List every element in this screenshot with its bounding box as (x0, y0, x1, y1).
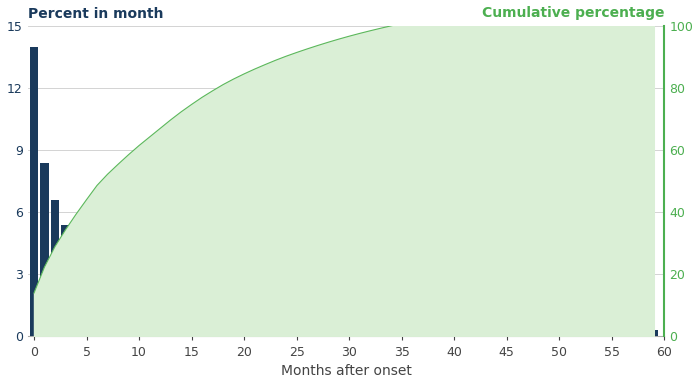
Bar (302, 313, 312, 336)
Bar (197, 289, 206, 336)
Bar (113, 270, 122, 336)
Bar (271, 308, 280, 336)
Bar (103, 262, 112, 336)
Bar (386, 320, 395, 336)
Bar (555, 328, 564, 336)
Bar (471, 325, 480, 336)
Bar (260, 306, 270, 336)
Bar (513, 326, 522, 336)
Bar (365, 319, 375, 336)
Bar (566, 329, 574, 336)
Bar (492, 326, 500, 336)
Bar (355, 318, 364, 336)
Bar (40, 163, 49, 336)
Bar (449, 324, 459, 336)
Bar (92, 241, 102, 336)
Bar (428, 323, 438, 336)
Bar (334, 316, 343, 336)
X-axis label: Months after onset: Months after onset (281, 364, 412, 378)
Bar (418, 322, 427, 336)
Bar (534, 327, 542, 336)
Bar (524, 327, 532, 336)
Bar (29, 47, 38, 336)
Bar (597, 329, 606, 336)
Bar (155, 280, 164, 336)
Bar (229, 299, 238, 336)
Bar (639, 330, 648, 336)
Bar (187, 287, 196, 336)
Bar (176, 283, 186, 336)
Bar (376, 320, 385, 336)
Bar (61, 225, 70, 336)
Bar (208, 293, 217, 336)
Bar (124, 272, 133, 336)
Bar (608, 330, 616, 336)
Bar (134, 275, 144, 336)
Bar (545, 328, 553, 336)
Y-axis label: Cumulative percentage: Cumulative percentage (482, 6, 664, 20)
Bar (439, 324, 448, 336)
Bar (629, 330, 637, 336)
Bar (407, 321, 416, 336)
Bar (576, 329, 584, 336)
Bar (650, 330, 658, 336)
Bar (145, 280, 154, 336)
Bar (460, 325, 469, 336)
Bar (218, 295, 228, 336)
Bar (323, 315, 332, 336)
Bar (292, 311, 301, 336)
Bar (281, 310, 290, 336)
Bar (250, 305, 259, 336)
Bar (587, 329, 595, 336)
Bar (503, 326, 511, 336)
Bar (166, 280, 175, 336)
Bar (239, 302, 248, 336)
Bar (482, 325, 490, 336)
Bar (71, 233, 80, 336)
Bar (50, 200, 60, 336)
Bar (82, 239, 91, 336)
Bar (313, 314, 322, 336)
Bar (397, 321, 406, 336)
Bar (618, 330, 626, 336)
Text: Percent in month: Percent in month (28, 7, 163, 21)
Bar (344, 317, 354, 336)
